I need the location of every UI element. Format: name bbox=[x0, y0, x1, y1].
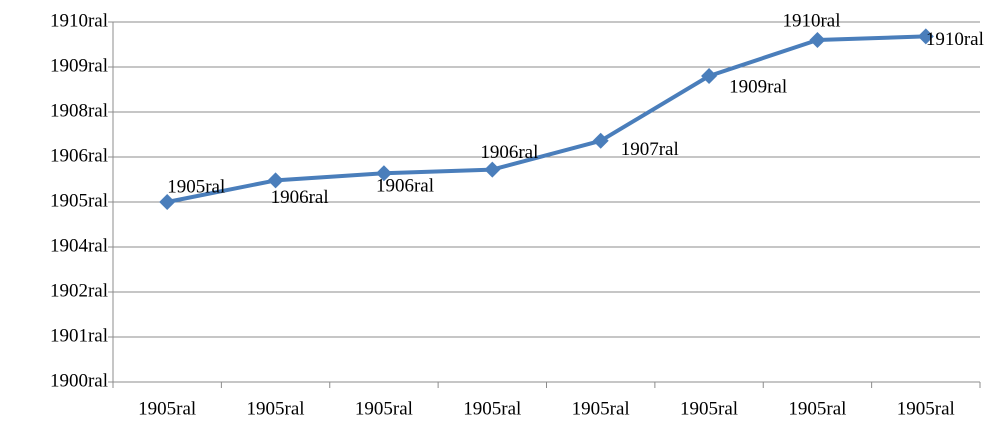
x-tick-label: 1905ral bbox=[463, 398, 521, 419]
y-tick-label: 1908ral bbox=[50, 100, 108, 121]
marker bbox=[267, 172, 284, 189]
x-tick-label: 1905ral bbox=[572, 398, 630, 419]
x-tick-label: 1905ral bbox=[138, 398, 196, 419]
marker bbox=[701, 68, 718, 84]
data-label: 1910ral bbox=[926, 29, 984, 50]
x-tick-label: 1905ral bbox=[788, 398, 846, 419]
marker bbox=[484, 161, 501, 178]
y-tick-label: 1906ral bbox=[50, 145, 108, 166]
data-label: 1905ral bbox=[167, 176, 225, 197]
y-tick-label: 1902ral bbox=[50, 280, 108, 301]
y-tick-label: 1904ral bbox=[50, 235, 108, 256]
marker bbox=[809, 32, 826, 48]
marker bbox=[159, 194, 176, 210]
x-tick-label: 1905ral bbox=[355, 398, 413, 419]
data-label: 1910ral bbox=[782, 10, 840, 31]
data-label: 1906ral bbox=[376, 176, 434, 197]
x-tick-label: 1905ral bbox=[247, 398, 305, 419]
data-label: 1906ral bbox=[271, 187, 329, 208]
data-label: 1907ral bbox=[621, 139, 679, 160]
y-tick-label: 1910ral bbox=[50, 10, 108, 31]
x-tick-label: 1905ral bbox=[680, 398, 738, 419]
marker bbox=[375, 165, 392, 182]
marker bbox=[592, 132, 609, 149]
y-tick-label: 1901ral bbox=[50, 325, 108, 346]
data-label: 1906ral bbox=[480, 142, 538, 163]
y-tick-label: 1905ral bbox=[50, 190, 108, 211]
y-tick-label: 1900ral bbox=[50, 370, 108, 391]
y-tick-label: 1909ral bbox=[50, 55, 108, 76]
line bbox=[166, 34, 926, 204]
x-tick-label: 1905ral bbox=[897, 398, 955, 419]
data-label: 1909ral bbox=[729, 76, 787, 97]
marker bbox=[917, 28, 934, 45]
